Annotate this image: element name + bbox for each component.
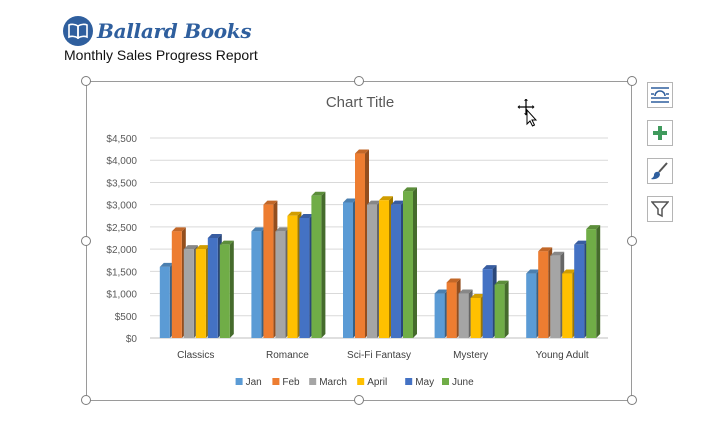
bar-march-classics[interactable] [183,245,198,338]
resize-handle-left[interactable] [81,236,91,246]
legend-label: Jan [246,377,262,388]
legend-label: Feb [282,377,300,388]
bar-june-sci-fi-fantasy[interactable] [403,187,417,338]
legend-label: March [319,377,347,388]
bar-april-romance[interactable] [287,211,302,338]
resize-handle-bottom-left[interactable] [81,395,91,405]
y-tick-label: $4,000 [106,156,137,167]
bar-jan-romance[interactable] [251,227,266,338]
plus-icon [653,126,667,140]
legend-item-may[interactable]: May [405,377,434,388]
resize-handle-right[interactable] [627,236,637,246]
chart-title[interactable]: Chart Title [326,94,394,111]
y-tick-label: $4,500 [106,134,137,145]
chart-filters-button[interactable] [647,196,673,222]
bar-april-mystery[interactable] [470,294,485,338]
bar-feb-romance[interactable] [263,200,278,338]
legend-label: June [452,377,474,388]
legend-swatch [272,378,280,385]
bar-jan-young-adult[interactable] [526,269,541,338]
y-tick-label: $2,500 [106,223,137,234]
y-tick-label: $1,500 [106,267,137,278]
bar-jan-mystery[interactable] [434,289,449,338]
legend-swatch [235,378,243,385]
layout-options-button[interactable] [647,82,673,108]
bar-march-romance[interactable] [275,227,290,338]
bar-feb-classics[interactable] [171,227,186,338]
legend-item-june[interactable]: June [442,377,474,388]
legend-item-march[interactable]: March [309,377,347,388]
bar-jan-classics[interactable] [159,262,174,338]
filter-icon [651,201,669,218]
category-label: Classics [177,350,214,361]
bar-june-mystery[interactable] [494,280,509,338]
y-tick-label: $500 [115,312,138,323]
bar-may-sci-fi-fantasy[interactable] [391,200,405,338]
legend-label: April [367,377,387,388]
y-tick-label: $1,000 [106,290,137,301]
bar-june-classics[interactable] [219,240,234,338]
category-label: Romance [266,350,309,361]
resize-handle-top-left[interactable] [81,76,91,86]
resize-handle-top-right[interactable] [627,76,637,86]
brand-name: Ballard Books [97,19,252,43]
legend-swatch [309,378,317,385]
y-tick-label: $3,500 [106,178,137,189]
legend-swatch [357,378,365,385]
category-label: Sci-Fi Fantasy [347,350,411,361]
legend-item-april[interactable]: April [357,377,387,388]
bar-may-mystery[interactable] [482,265,497,338]
layout-options-icon [651,87,669,103]
bar-jan-sci-fi-fantasy[interactable] [343,198,357,338]
legend-swatch [405,378,413,385]
bar-feb-sci-fi-fantasy[interactable] [355,149,369,338]
bar-may-young-adult[interactable] [574,240,589,338]
legend-label: May [415,377,434,388]
chart-elements-button[interactable] [647,120,673,146]
bar-feb-mystery[interactable] [446,278,461,338]
bar-april-sci-fi-fantasy[interactable] [379,196,393,338]
open-book-icon [63,16,93,46]
bar-feb-young-adult[interactable] [538,247,553,338]
bar-march-young-adult[interactable] [550,251,565,338]
bar-april-classics[interactable] [195,245,210,338]
legend-swatch [442,378,449,385]
resize-handle-bottom-right[interactable] [627,395,637,405]
move-cursor-icon [516,97,538,127]
bar-march-sci-fi-fantasy[interactable] [367,200,381,338]
legend-item-feb[interactable]: Feb [272,377,300,388]
y-tick-label: $0 [126,334,138,345]
bar-june-romance[interactable] [311,191,326,338]
bar-may-classics[interactable] [207,234,222,338]
chart-styles-button[interactable] [647,158,673,184]
report-title: Monthly Sales Progress Report [64,47,258,63]
y-tick-label: $2,000 [106,245,137,256]
resize-handle-top[interactable] [354,76,364,86]
resize-handle-bottom[interactable] [354,395,364,405]
bar-june-young-adult[interactable] [586,225,601,338]
category-label: Young Adult [536,350,589,361]
brand-logo: Ballard Books [63,15,252,47]
bar-march-mystery[interactable] [458,289,473,338]
brush-icon [651,162,668,180]
category-label: Mystery [453,350,488,361]
legend-item-jan[interactable]: Jan [235,377,262,388]
bar-april-young-adult[interactable] [562,269,577,338]
bar-may-romance[interactable] [299,214,314,338]
y-tick-label: $3,000 [106,201,137,212]
